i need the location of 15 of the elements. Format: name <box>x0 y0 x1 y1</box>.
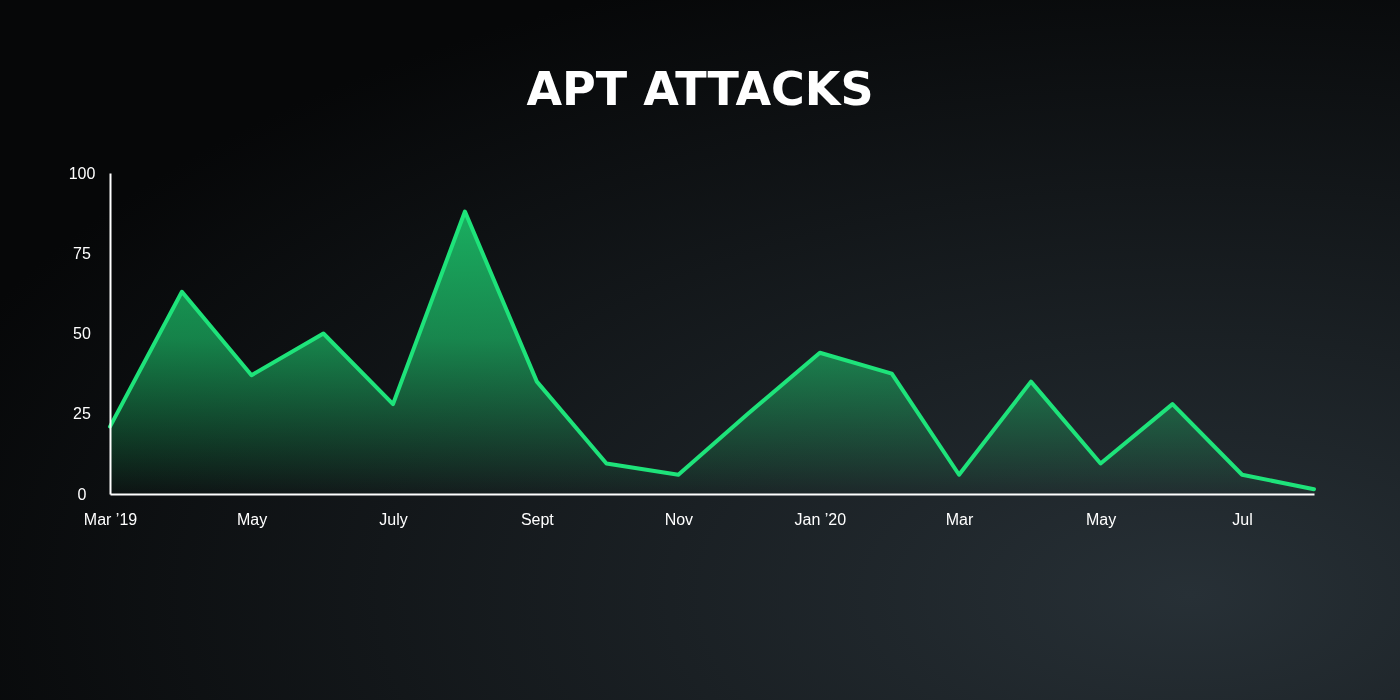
x-tick-label: Jul <box>1232 511 1253 529</box>
y-tick-label: 75 <box>73 244 91 262</box>
x-tick-label: May <box>1085 511 1117 529</box>
chart-title: APT ATTACKS <box>526 62 874 116</box>
x-tick-label: Nov <box>664 511 694 529</box>
x-tick-label: Mar ’19 <box>83 511 138 529</box>
y-tick-label: 0 <box>77 485 87 503</box>
x-tick-label: Jan ’20 <box>794 511 847 529</box>
x-tick-label: May <box>236 511 268 529</box>
x-tick-label: Mar <box>945 511 975 529</box>
y-tick-label: 100 <box>68 164 96 182</box>
x-tick-label: July <box>379 511 408 529</box>
y-tick-label: 50 <box>73 325 91 343</box>
y-tick-label: 25 <box>73 405 91 423</box>
x-tick-label: Sept <box>520 511 555 529</box>
